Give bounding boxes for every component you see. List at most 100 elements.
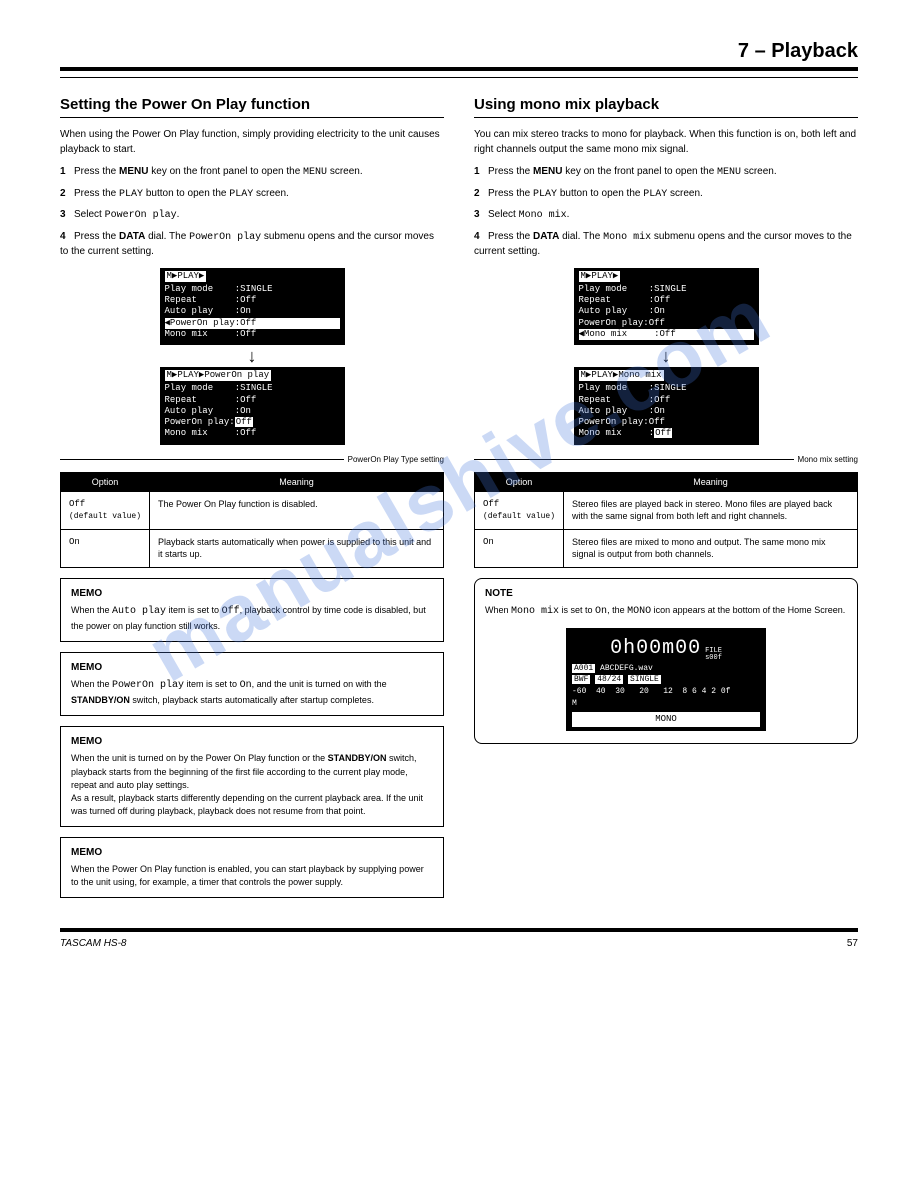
lcd-title: M▶PLAY▶PowerOn play (165, 370, 272, 381)
rule-thin (60, 77, 858, 78)
memo-title: MEMO (71, 735, 433, 750)
opt-off: Off (69, 499, 85, 509)
th-option: Option (61, 472, 150, 491)
lcd-row: Play mode :SINGLE (165, 284, 340, 295)
table-row: On Playback starts automatically when po… (61, 529, 444, 567)
footer-model: TASCAM HS-8 (60, 938, 127, 949)
file-index: A001 (572, 664, 595, 673)
memo-box-4: MEMO When the Power On Play function is … (60, 837, 444, 899)
section-title-poweron: Setting the Power On Play function (60, 96, 444, 118)
th-option: Option (475, 472, 564, 491)
chapter-title: 7 – Playback (60, 40, 858, 63)
table-row: Off (default value) The Power On Play fun… (61, 491, 444, 529)
opt-on: On (61, 529, 150, 567)
lcd-monomix-submenu: M▶PLAY▶Mono mix Play mode :SINGLE Repeat… (574, 367, 759, 445)
note-title: NOTE (485, 587, 847, 602)
annotation-monomix: Mono mix setting (798, 455, 858, 464)
memo-title: MEMO (71, 846, 433, 861)
rule-heavy (60, 67, 858, 71)
lcd-row: Mono mix :Off (165, 428, 340, 439)
memo-text: When the Auto play item is set to Off, p… (71, 604, 433, 633)
lcd-row: Mono mix :Off (165, 329, 340, 340)
memo-text: When the Power On Play function is enabl… (71, 863, 433, 889)
memo-title: MEMO (71, 661, 433, 676)
opt-default: (default value) (69, 512, 141, 521)
step-2: 2Press the PLAY button to open the PLAY … (474, 187, 858, 203)
th-meaning: Meaning (150, 472, 444, 491)
step-4: 4Press the DATA dial. The Mono mix subme… (474, 230, 858, 260)
step-1-text: Press the MENU key on the front panel to… (74, 166, 363, 177)
lcd-title: M▶PLAY▶Mono mix (579, 370, 664, 381)
memo-box-2: MEMO When the PowerOn play item is set t… (60, 652, 444, 716)
step-1-text: Press the MENU key on the front panel to… (488, 166, 777, 177)
step-3-text: Select Mono mix. (488, 209, 569, 220)
step-2-text: Press the PLAY button to open the PLAY s… (488, 188, 703, 199)
opt-off: Off (483, 499, 499, 509)
memo-box-3: MEMO When the unit is turned on by the P… (60, 726, 444, 827)
meaning-on: Playback starts automatically when power… (150, 529, 444, 567)
arrow-down-icon: ↓ (662, 347, 671, 365)
lcd-row: Play mode :SINGLE (579, 284, 754, 295)
step-2-text: Press the PLAY button to open the PLAY s… (74, 188, 289, 199)
home-screen-lcd: 0h00m00 FILEs00f A001 ABCDEFG.wav BWF 48… (566, 628, 766, 731)
lcd-row-selected: ◀Mono mix :Off (579, 329, 754, 340)
lcd-row: Play mode :SINGLE (579, 383, 754, 394)
table-row: Off (default value) Stereo files are play… (475, 491, 858, 529)
mode-badge: SINGLE (628, 675, 661, 684)
step-2: 2Press the PLAY button to open the PLAY … (60, 187, 444, 203)
step-3: 3Select PowerOn play. (60, 208, 444, 224)
lcd-row: Repeat :Off (579, 395, 754, 406)
lcd-row: Auto play :On (579, 406, 754, 417)
right-column: Using mono mix playback You can mix ster… (474, 96, 858, 908)
step-1: 1Press the MENU key on the front panel t… (60, 165, 444, 181)
th-meaning: Meaning (564, 472, 858, 491)
poweron-options-table: Option Meaning Off (default value) The Po… (60, 472, 444, 568)
memo-box-1: MEMO When the Auto play item is set to O… (60, 578, 444, 642)
note-text: When Mono mix is set to On, the MONO ico… (485, 604, 847, 620)
file-name: ABCDEFG.wav (600, 664, 653, 673)
memo-text: When the PowerOn play item is set to On,… (71, 678, 433, 707)
lcd-value-highlight: Off (235, 417, 253, 427)
step-3-text: Select PowerOn play. (74, 209, 179, 220)
lcd-value-highlight: Off (654, 428, 672, 438)
lcd-play-menu: M▶PLAY▶ Play mode :SINGLE Repeat :Off Au… (574, 268, 759, 346)
lcd-row: Auto play :On (579, 306, 754, 317)
lcd-row: Auto play :On (165, 306, 340, 317)
lcd-title: M▶PLAY▶ (165, 271, 207, 282)
rate-badge: 48/24 (595, 675, 623, 684)
mono-indicator: MONO (572, 712, 760, 727)
lcd-row: Repeat :Off (165, 395, 340, 406)
intro-monomix: You can mix stereo tracks to mono for pl… (474, 128, 858, 157)
lcd-play-menu: M▶PLAY▶ Play mode :SINGLE Repeat :Off Au… (160, 268, 345, 346)
page-number: 57 (847, 938, 858, 949)
memo-title: MEMO (71, 587, 433, 602)
section-title-monomix: Using mono mix playback (474, 96, 858, 118)
lcd-row: Repeat :Off (579, 295, 754, 306)
note-box: NOTE When Mono mix is set to On, the MON… (474, 578, 858, 744)
left-column: Setting the Power On Play function When … (60, 96, 444, 908)
bwf-badge: BWF (572, 675, 590, 684)
meaning-off: Stereo files are played back in stereo. … (564, 491, 858, 529)
meaning-off: The Power On Play function is disabled. (150, 491, 444, 529)
meaning-on: Stereo files are mixed to mono and outpu… (564, 529, 858, 567)
annotation-poweron: PowerOn Play Type setting (348, 455, 444, 464)
step-4: 4Press the DATA dial. The PowerOn play s… (60, 230, 444, 260)
step-3: 3Select Mono mix. (474, 208, 858, 224)
lcd-row: PowerOn play:Off (579, 318, 754, 329)
memo-text: When the unit is turned on by the Power … (71, 752, 433, 817)
time-display: 0h00m00 (610, 634, 701, 663)
subframe: s00f (705, 654, 722, 662)
meter-scale: -60 40 30 20 12 8 6 4 2 0f (572, 686, 760, 698)
lcd-row: PowerOn play:Off (165, 417, 340, 428)
step-4-text: Press the DATA dial. The PowerOn play su… (60, 231, 434, 258)
lcd-row: Mono mix :Off (579, 428, 754, 439)
step-4-text: Press the DATA dial. The Mono mix submen… (474, 231, 852, 258)
opt-default: (default value) (483, 512, 555, 521)
lcd-row: Auto play :On (165, 406, 340, 417)
intro-poweron: When using the Power On Play function, s… (60, 128, 444, 157)
lcd-row: Repeat :Off (165, 295, 340, 306)
arrow-down-icon: ↓ (248, 347, 257, 365)
meter-m: M (572, 698, 760, 710)
opt-on: On (475, 529, 564, 567)
lcd-row: Play mode :SINGLE (165, 383, 340, 394)
